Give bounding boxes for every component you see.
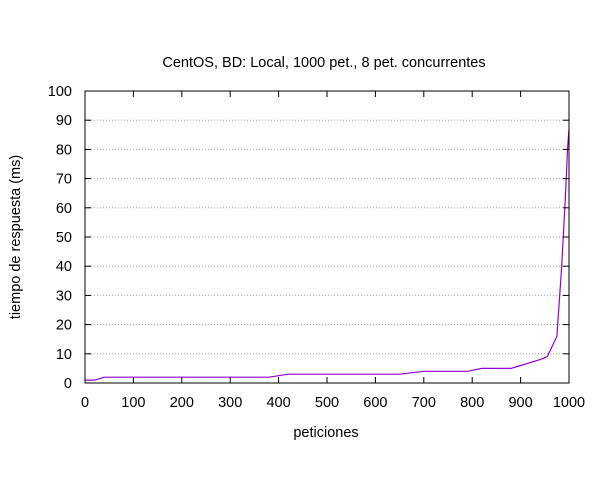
x-tick-label: 700	[412, 395, 436, 411]
chart-title: CentOS, BD: Local, 1000 pet., 8 pet. con…	[162, 55, 485, 71]
x-tick-label: 600	[363, 395, 387, 411]
x-tick-label: 1000	[553, 395, 585, 411]
y-tick-label: 40	[56, 259, 72, 275]
x-tick-label: 400	[266, 395, 290, 411]
x-tick-label: 200	[170, 395, 194, 411]
x-tick-labels: 0 100 200 300 400 500 600 700 800 900 1000	[81, 395, 585, 411]
plot-area	[85, 128, 570, 381]
y-tick-label: 30	[56, 288, 72, 304]
x-tick-label: 900	[508, 395, 532, 411]
y-tick-label: 100	[48, 84, 72, 100]
y-tick-labels: 0 10 20 30 40 50 60 70 80 90 100	[48, 84, 72, 392]
y-tick-label: 70	[56, 172, 72, 188]
grid-lines	[85, 119, 569, 355]
series-line	[85, 128, 570, 381]
y-tick-label: 90	[56, 113, 72, 129]
y-tick-label: 60	[56, 201, 72, 217]
x-tick-label: 800	[460, 395, 484, 411]
x-tick-label: 100	[121, 395, 145, 411]
x-tick-label: 500	[315, 395, 339, 411]
y-axis-label: tiempo de respuesta (ms)	[8, 155, 24, 319]
y-tick-label: 50	[56, 230, 72, 246]
y-tick-label: 20	[56, 318, 72, 334]
x-tick-label: 0	[81, 395, 89, 411]
axis-ticks	[84, 90, 570, 384]
y-tick-label: 80	[56, 142, 72, 158]
y-tick-label: 10	[56, 347, 72, 363]
y-tick-label: 0	[64, 376, 72, 392]
x-tick-label: 300	[218, 395, 242, 411]
x-axis-label: peticiones	[293, 425, 358, 441]
